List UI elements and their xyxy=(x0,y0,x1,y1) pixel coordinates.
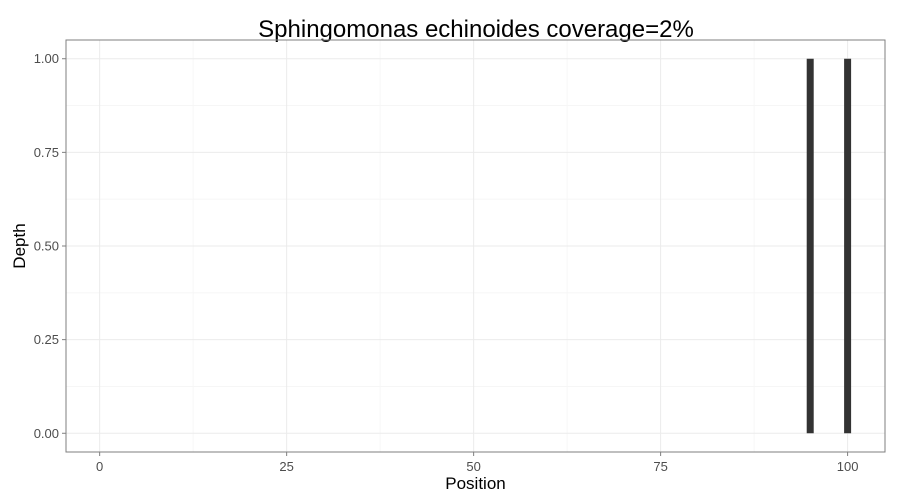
y-tick-label: 0.25 xyxy=(34,332,59,347)
x-tick-label: 100 xyxy=(837,459,859,474)
x-tick-label: 50 xyxy=(466,459,480,474)
x-axis-title: Position xyxy=(445,474,505,493)
y-axis-title: Depth xyxy=(10,223,29,268)
bars xyxy=(806,58,852,434)
y-tick-label: 1.00 xyxy=(34,51,59,66)
x-tick-label: 25 xyxy=(279,459,293,474)
y-tick-label: 0.75 xyxy=(34,145,59,160)
chart-title: Sphingomonas echinoides coverage=2% xyxy=(258,16,694,43)
x-tick-label: 0 xyxy=(96,459,103,474)
y-tick-label: 0.50 xyxy=(34,239,59,254)
x-tick-label: 75 xyxy=(653,459,667,474)
axis-ticks: 0 25 50 75 100 0.00 0.25 0.50 0.75 1.00 xyxy=(34,51,859,474)
y-tick-label: 0.00 xyxy=(34,426,59,441)
grid xyxy=(66,40,885,452)
